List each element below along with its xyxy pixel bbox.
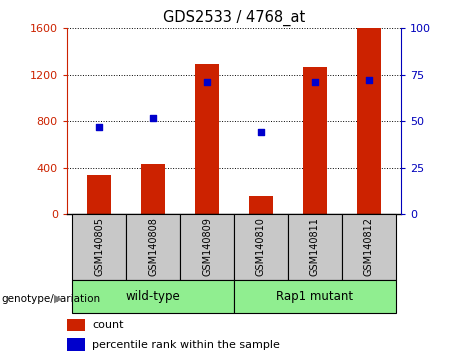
Bar xyxy=(195,64,219,214)
Bar xyxy=(303,67,327,214)
Text: GSM140811: GSM140811 xyxy=(310,217,320,276)
Text: GSM140809: GSM140809 xyxy=(202,217,212,276)
Bar xyxy=(357,28,381,214)
Bar xyxy=(342,214,396,280)
Bar xyxy=(67,319,85,331)
Text: wild-type: wild-type xyxy=(126,290,180,303)
Bar xyxy=(126,214,180,280)
Text: Rap1 mutant: Rap1 mutant xyxy=(276,290,354,303)
Text: GSM140805: GSM140805 xyxy=(94,217,104,276)
Point xyxy=(203,79,211,85)
Bar xyxy=(87,175,111,214)
Text: genotype/variation: genotype/variation xyxy=(1,294,100,304)
Bar xyxy=(249,196,273,214)
Bar xyxy=(141,164,165,214)
Text: count: count xyxy=(92,320,124,330)
Point xyxy=(311,79,319,85)
Text: percentile rank within the sample: percentile rank within the sample xyxy=(92,339,280,350)
Bar xyxy=(234,280,396,313)
Bar xyxy=(72,214,126,280)
Bar xyxy=(67,338,85,351)
Bar xyxy=(288,214,342,280)
Point xyxy=(149,115,157,120)
Bar xyxy=(72,280,234,313)
Bar xyxy=(180,214,234,280)
Point xyxy=(95,124,103,130)
Text: GSM140812: GSM140812 xyxy=(364,217,374,276)
Point xyxy=(257,130,265,135)
Point xyxy=(365,78,372,83)
Bar xyxy=(234,214,288,280)
Text: GSM140808: GSM140808 xyxy=(148,217,158,276)
Text: GSM140810: GSM140810 xyxy=(256,217,266,276)
Title: GDS2533 / 4768_at: GDS2533 / 4768_at xyxy=(163,9,305,25)
Text: ▶: ▶ xyxy=(54,294,63,304)
